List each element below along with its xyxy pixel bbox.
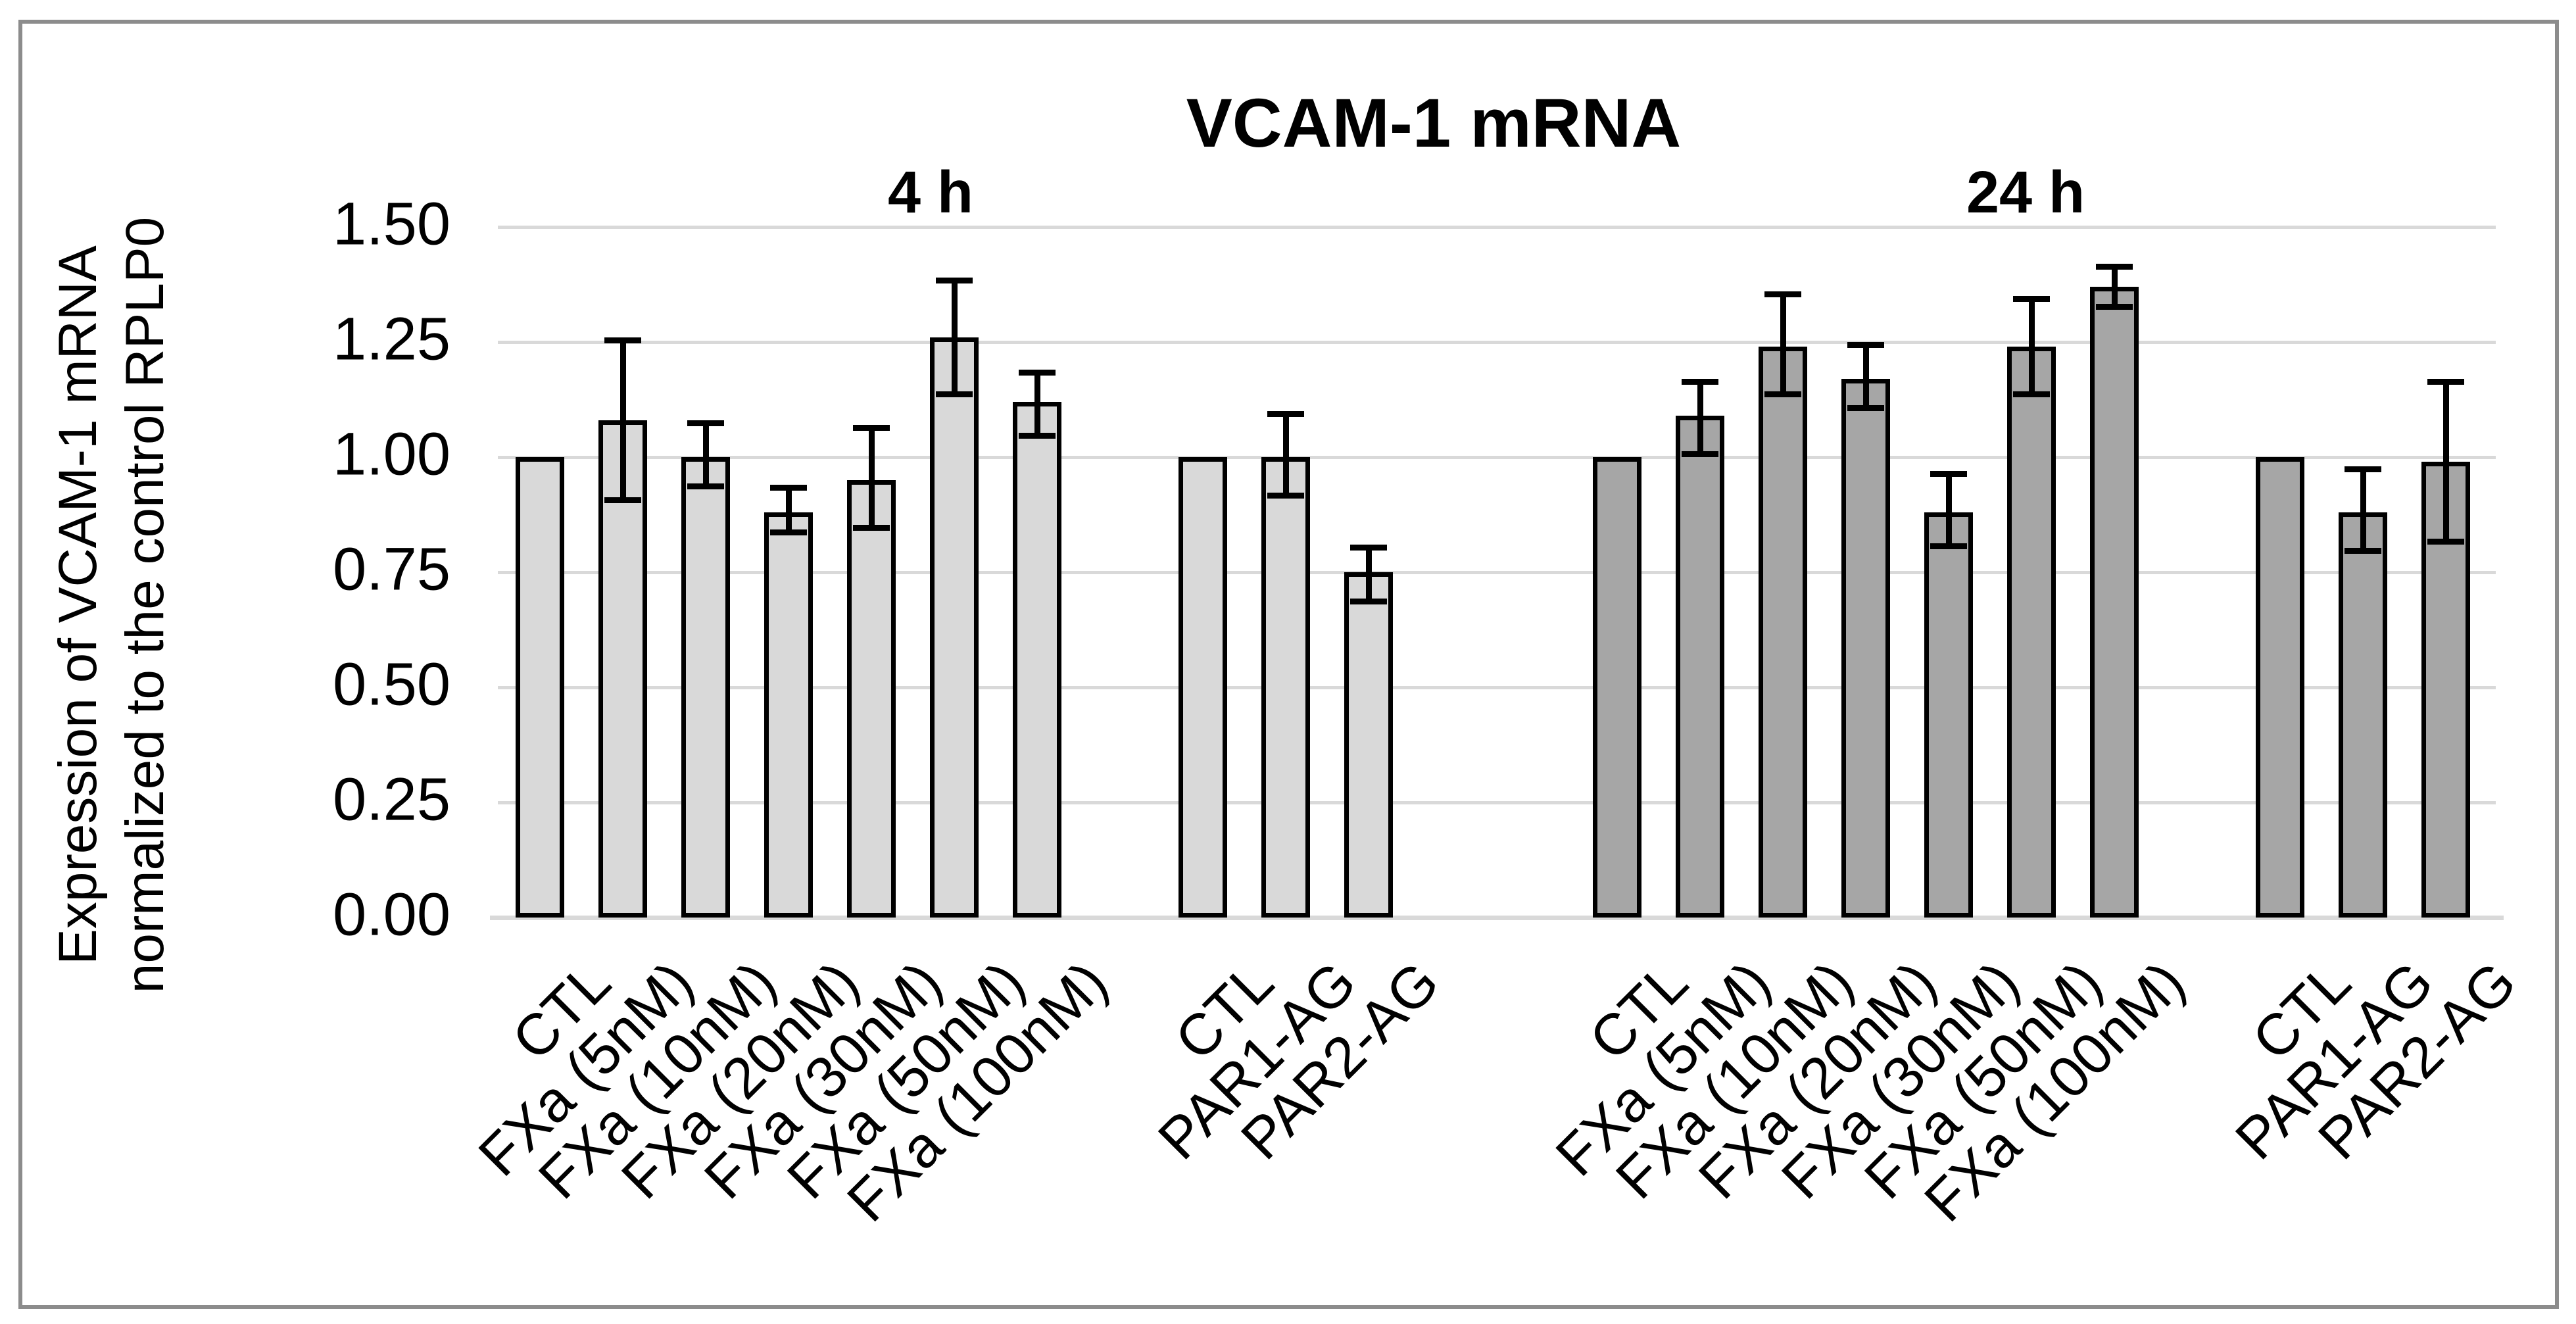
error-bar-cap-bottom: [2345, 548, 2381, 554]
error-bar-cap-top: [604, 337, 641, 343]
error-bar-cap-bottom: [770, 529, 807, 535]
bar-24h-FXa (10nM): [1759, 347, 1807, 918]
error-bar-cap-top: [1930, 471, 1967, 477]
bar-24h-CTL: [2256, 457, 2304, 918]
chart-title: VCAM-1 mRNA: [1186, 85, 1682, 162]
group-label-4h: 4 h: [887, 160, 974, 226]
error-bar-cap-bottom: [1682, 451, 1718, 457]
bar-24h-PAR2-AG: [2421, 462, 2470, 918]
error-bar-cap-top: [687, 420, 724, 426]
error-bar-cap-top: [770, 485, 807, 491]
y-tick-label: 1.00: [332, 420, 450, 488]
error-bar-cap-top: [853, 425, 890, 431]
bar-24h-FXa (100nM): [2090, 287, 2139, 918]
gridline: [498, 571, 2496, 574]
error-bar-stem: [785, 485, 792, 535]
error-bar-cap-top: [1019, 370, 1056, 376]
error-bar-cap-top: [1682, 379, 1718, 385]
y-tick-label: 0.25: [332, 766, 450, 833]
error-bar-cap-bottom: [1930, 543, 1967, 549]
bar-24h-PAR1-AG: [2339, 512, 2387, 918]
error-bar-cap-bottom: [936, 391, 973, 397]
error-bar-cap-top: [2096, 264, 2133, 270]
error-bar-stem: [1365, 545, 1372, 604]
y-tick-label: 0.50: [332, 650, 450, 718]
error-bar-stem: [702, 420, 709, 489]
y-tick-label: 1.25: [332, 305, 450, 373]
error-bar-cap-top: [1350, 545, 1387, 551]
bar-4h-FXa (30nM): [847, 480, 896, 918]
error-bar-cap-bottom: [1350, 599, 1387, 604]
gridline: [498, 341, 2496, 344]
error-bar-stem: [951, 278, 958, 397]
gridline: [498, 686, 2496, 689]
bar-4h-FXa (10nM): [681, 457, 730, 918]
error-bar-stem: [1862, 342, 1869, 411]
bar-4h-CTL: [516, 457, 564, 918]
error-bar-stem: [868, 425, 875, 531]
bar-4h-PAR2-AG: [1344, 572, 1393, 918]
y-tick-label: 1.50: [332, 190, 450, 258]
error-bar-stem: [1780, 291, 1786, 397]
bar-24h-FXa (30nM): [1924, 512, 1973, 918]
y-tick-label: 0.75: [332, 535, 450, 603]
error-bar-stem: [620, 337, 626, 503]
error-bar-cap-top: [2345, 466, 2381, 472]
bar-24h-FXa (20nM): [1841, 379, 1890, 918]
gridline: [498, 801, 2496, 804]
gridline: [498, 226, 2496, 229]
figure-border: [18, 20, 2559, 1309]
error-bar-cap-bottom: [1847, 405, 1884, 411]
error-bar-stem: [2111, 264, 2118, 310]
error-bar-stem: [1034, 370, 1040, 439]
error-bar-stem: [2442, 379, 2449, 545]
error-bar-cap-top: [936, 278, 973, 283]
error-bar-cap-top: [2013, 296, 2050, 302]
y-tick-label: 0.00: [332, 881, 450, 948]
error-bar-stem: [2360, 466, 2366, 554]
bar-24h-CTL: [1593, 457, 1641, 918]
error-bar-cap-top: [2427, 379, 2464, 385]
bar-4h-FXa (100nM): [1013, 402, 1061, 918]
error-bar-cap-top: [1267, 411, 1304, 417]
error-bar-cap-bottom: [853, 525, 890, 531]
group-label-24h: 24 h: [1966, 160, 2085, 226]
error-bar-cap-bottom: [2096, 304, 2133, 310]
error-bar-cap-bottom: [2427, 539, 2464, 545]
error-bar-stem: [1282, 411, 1289, 499]
gridline: [498, 456, 2496, 459]
error-bar-cap-bottom: [1267, 493, 1304, 499]
error-bar-cap-bottom: [1764, 391, 1801, 397]
bar-4h-FXa (50nM): [930, 337, 979, 918]
error-bar-cap-bottom: [604, 497, 641, 503]
bar-4h-PAR1-AG: [1261, 457, 1310, 918]
error-bar-cap-top: [1764, 291, 1801, 297]
bar-4h-FXa (20nM): [764, 512, 813, 918]
error-bar-stem: [2028, 296, 2035, 397]
bar-4h-FXa (5nM): [598, 420, 647, 918]
error-bar-stem: [1697, 379, 1703, 457]
bar-24h-FXa (50nM): [2007, 347, 2056, 918]
bar-4h-CTL: [1179, 457, 1227, 918]
error-bar-cap-top: [1847, 342, 1884, 348]
bar-24h-FXa (5nM): [1676, 416, 1724, 918]
x-axis-line: [490, 916, 2504, 920]
error-bar-cap-bottom: [687, 483, 724, 489]
error-bar-stem: [1945, 471, 1952, 549]
error-bar-cap-bottom: [1019, 433, 1056, 439]
error-bar-cap-bottom: [2013, 391, 2050, 397]
